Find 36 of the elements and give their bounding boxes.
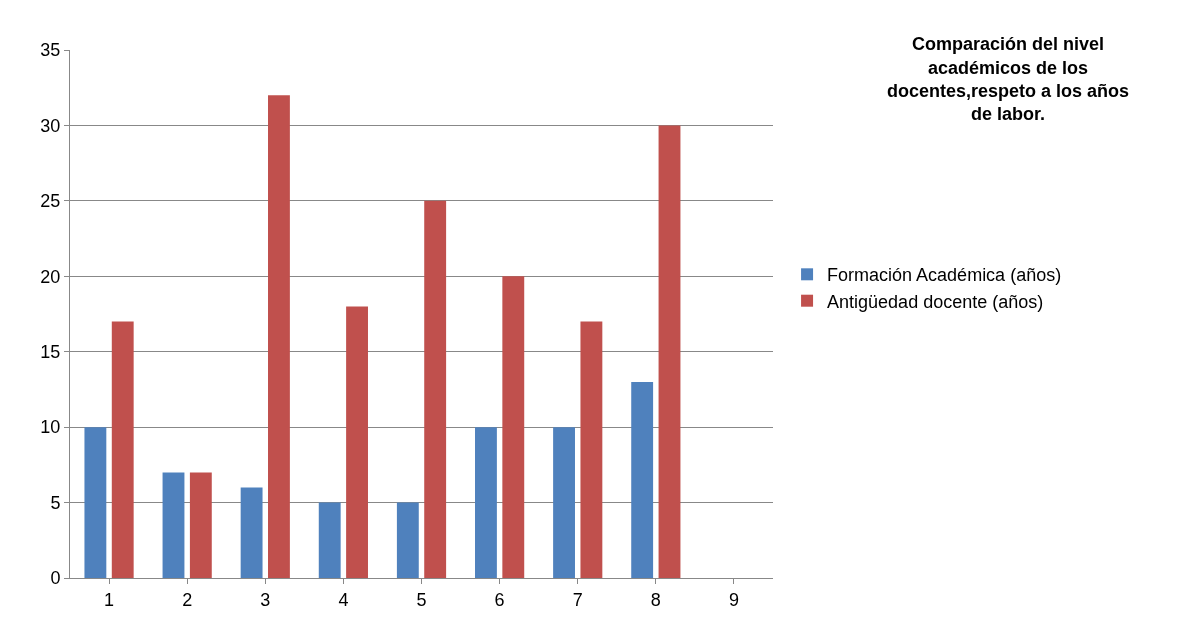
bar (318, 502, 341, 578)
x-tick-label: 5 (416, 589, 427, 610)
y-tick-label: 10 (40, 417, 61, 438)
bar (162, 472, 185, 578)
bar (580, 321, 603, 578)
bar (658, 125, 681, 578)
y-tick-label: 20 (40, 266, 61, 287)
y-tick-label: 25 (40, 191, 61, 212)
y-tick-label: 35 (40, 40, 61, 61)
bar (475, 427, 497, 578)
x-tick-label: 8 (650, 589, 661, 610)
bar (553, 427, 575, 578)
y-tick-label: 30 (40, 115, 61, 136)
bar (502, 276, 525, 578)
bar (424, 200, 447, 578)
bar (111, 321, 134, 578)
y-tick-label: 5 (50, 492, 61, 513)
legend-label: Antigüedad docente (años) (827, 291, 1044, 312)
y-tick-label: 0 (50, 568, 61, 589)
x-tick-label: 7 (572, 589, 583, 610)
text: Comparación del nivel académicos de los docentes,respeto a los años de labor. (887, 34, 1130, 125)
bar (84, 427, 107, 578)
bar (346, 306, 368, 578)
x-tick-label: 9 (728, 589, 739, 610)
x-tick-label: 1 (104, 589, 115, 610)
bar (240, 487, 263, 578)
x-tick-label: 4 (338, 589, 349, 610)
bar (631, 381, 654, 578)
legend-label: Formación Académica (años) (827, 265, 1062, 286)
y-tick-label: 15 (40, 342, 61, 363)
bar (268, 95, 290, 578)
bar (189, 472, 212, 578)
x-tick-label: 3 (260, 589, 271, 610)
x-tick-label: 2 (182, 589, 193, 610)
x-tick-label: 6 (494, 589, 505, 610)
bar (396, 502, 419, 578)
